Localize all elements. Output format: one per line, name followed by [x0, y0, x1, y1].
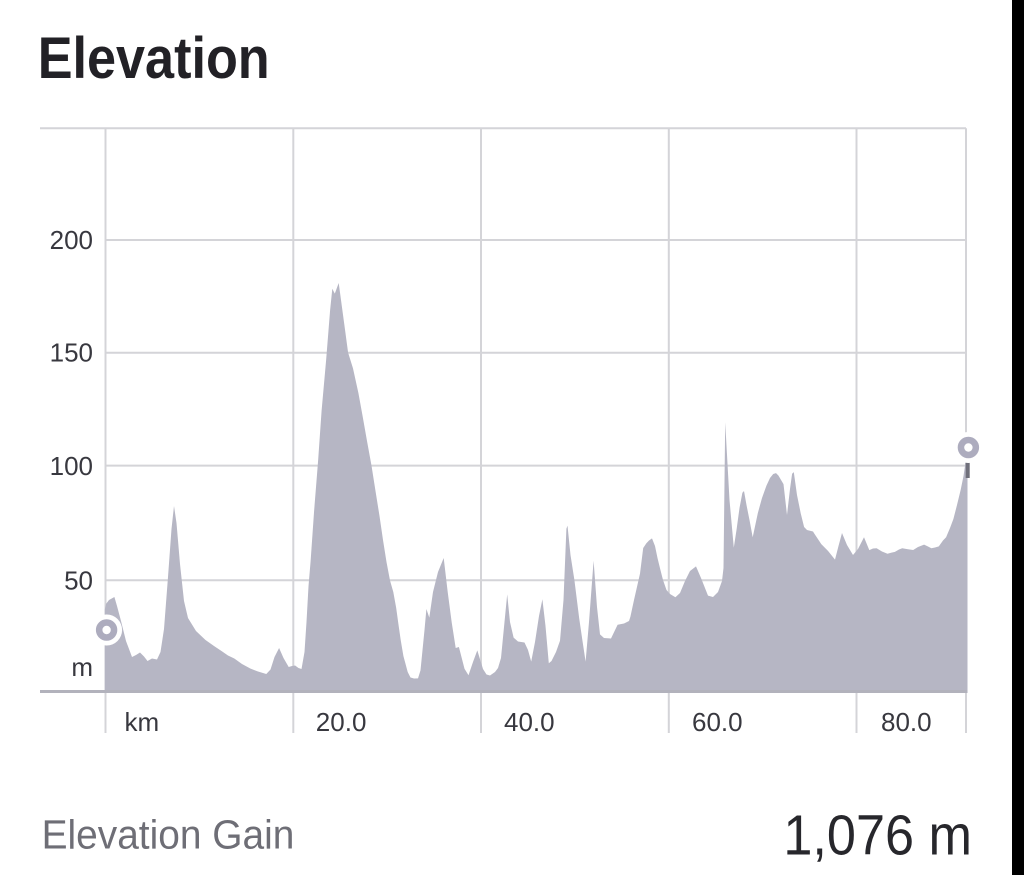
svg-text:50: 50: [64, 565, 93, 595]
svg-text:km: km: [125, 707, 160, 737]
svg-text:100: 100: [50, 451, 93, 481]
svg-text:Elevation: Elevation: [38, 25, 270, 90]
svg-text:Elevation Gain: Elevation Gain: [42, 812, 295, 857]
svg-text:m: m: [71, 652, 93, 682]
svg-text:1,076 m: 1,076 m: [783, 803, 972, 867]
svg-text:200: 200: [50, 225, 93, 255]
svg-text:20.0: 20.0: [316, 707, 367, 737]
svg-text:40.0: 40.0: [504, 707, 555, 737]
svg-text:80.0: 80.0: [881, 707, 932, 737]
svg-text:60.0: 60.0: [692, 707, 743, 737]
svg-text:150: 150: [50, 338, 93, 368]
